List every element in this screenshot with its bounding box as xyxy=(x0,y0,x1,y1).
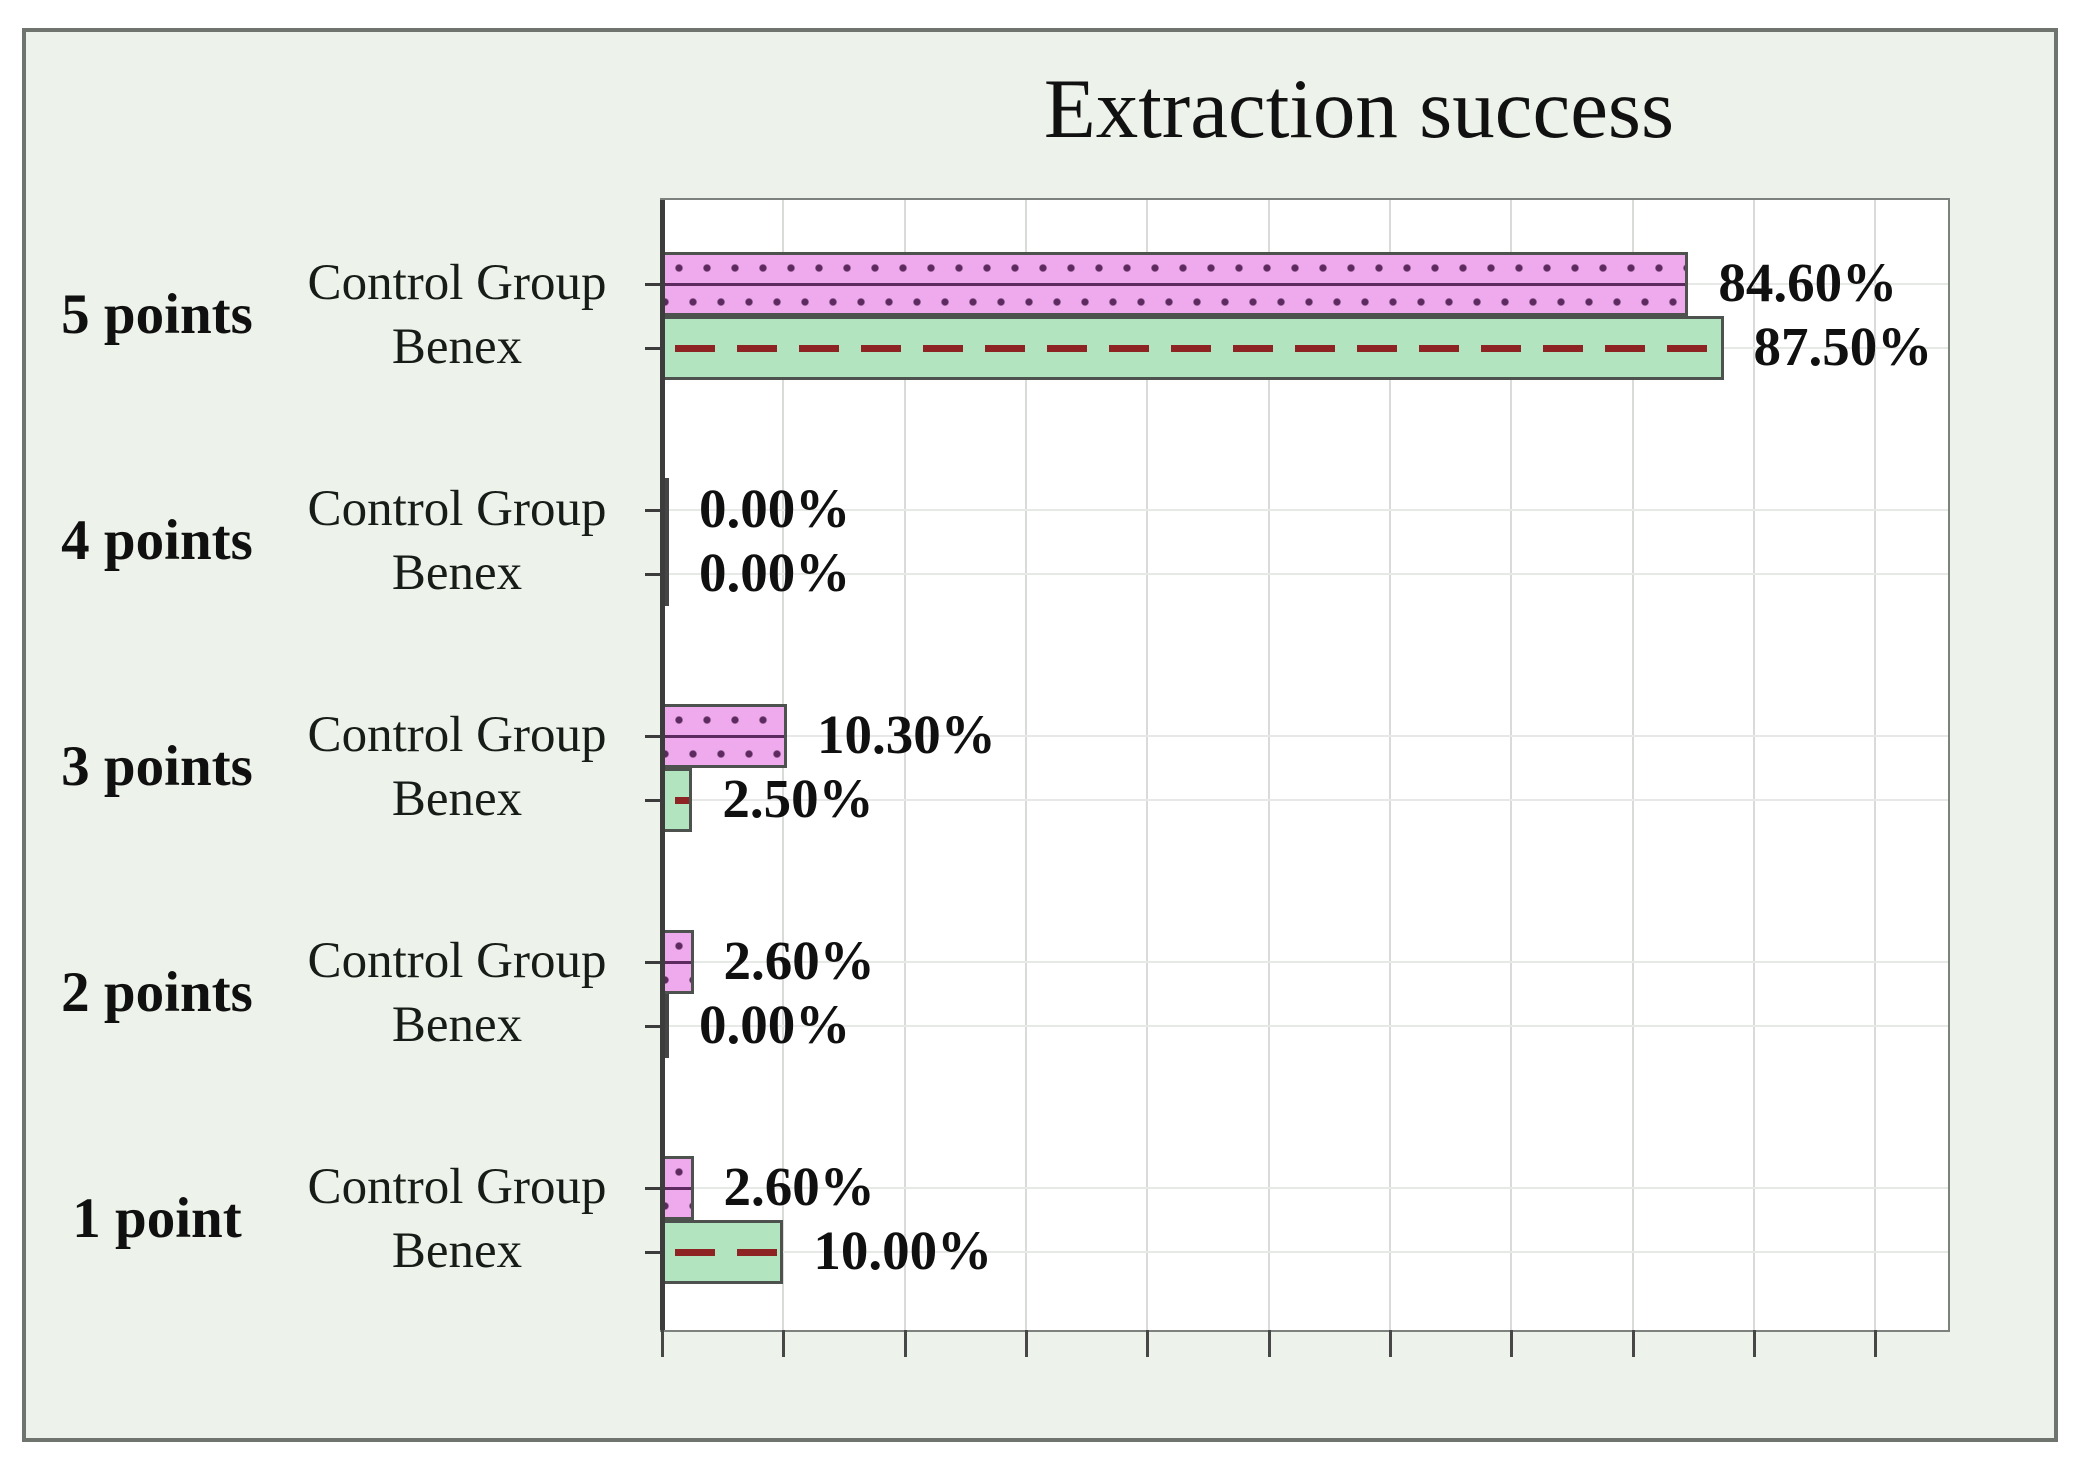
x-axis-tick xyxy=(1631,1330,1635,1357)
x-axis-tick xyxy=(1388,1330,1392,1357)
category-axis-tick xyxy=(645,1186,665,1190)
value-label: 2.50% xyxy=(722,768,874,830)
series-label: Control Group xyxy=(307,254,607,311)
value-label: 84.60% xyxy=(1718,252,1898,314)
x-gridline xyxy=(903,200,906,1330)
category-axis-tick xyxy=(645,282,665,286)
series-label: Control Group xyxy=(307,480,607,537)
bar-control-group xyxy=(662,478,669,542)
category-axis-tick xyxy=(645,734,665,738)
plot-area: 84.60% Control Group 87.50% Benex 5 points 0.… xyxy=(61,198,1950,1357)
bar-control-group xyxy=(662,252,1689,316)
x-axis-tick xyxy=(903,1330,907,1357)
series-label: Control Group xyxy=(307,706,607,763)
x-axis-tick xyxy=(1267,1330,1271,1357)
row-gridline xyxy=(662,961,1948,963)
bar-control-group xyxy=(662,930,694,994)
bar-benex xyxy=(662,542,669,606)
bar-benex xyxy=(662,994,669,1058)
x-gridline xyxy=(1631,200,1634,1330)
category-axis-tick xyxy=(645,572,665,576)
value-label: 10.30% xyxy=(816,704,996,766)
x-axis-tick xyxy=(782,1330,786,1357)
value-label: 2.60% xyxy=(723,930,875,992)
x-axis-tick xyxy=(1146,1330,1150,1357)
category-label: 5 points xyxy=(61,283,253,347)
row-gridline xyxy=(662,1187,1948,1189)
category-axis-tick xyxy=(645,1250,665,1254)
y-axis-line xyxy=(660,200,665,1330)
category-label: 1 point xyxy=(72,1187,242,1251)
row-gridline xyxy=(662,573,1948,575)
x-gridline xyxy=(1388,200,1391,1330)
row-gridline xyxy=(662,799,1948,801)
series-label: Control Group xyxy=(307,932,607,989)
x-gridline xyxy=(1752,200,1755,1330)
x-axis-tick xyxy=(1510,1330,1514,1357)
category-label: 2 points xyxy=(61,961,253,1025)
value-label: 0.00% xyxy=(699,542,851,604)
category-label: 3 points xyxy=(61,735,253,799)
category-axis-tick xyxy=(645,960,665,964)
value-label: 87.50% xyxy=(1753,316,1933,378)
bar-control-group xyxy=(662,1156,694,1220)
bar-benex xyxy=(662,316,1724,380)
series-label: Benex xyxy=(391,544,523,601)
series-label: Benex xyxy=(391,1222,523,1279)
category-label: 4 points xyxy=(61,509,253,573)
row-gridline xyxy=(662,1025,1948,1027)
value-label: 0.00% xyxy=(699,478,851,540)
x-axis-tick xyxy=(661,1330,664,1357)
x-axis-tick xyxy=(1752,1330,1756,1357)
bar-benex xyxy=(662,1220,784,1284)
chart-title: Extraction success xyxy=(1043,62,1675,156)
x-gridline xyxy=(1510,200,1513,1330)
x-gridline xyxy=(1874,200,1877,1330)
x-axis-tick xyxy=(1874,1330,1878,1357)
bar-benex xyxy=(662,768,693,832)
bar-control-group xyxy=(662,704,787,768)
series-label: Benex xyxy=(391,770,523,827)
x-gridline xyxy=(1146,200,1149,1330)
chart-frame: Extraction success 84.60% Control Group 87… xyxy=(22,28,2058,1442)
series-label: Benex xyxy=(391,318,523,375)
value-label: 0.00% xyxy=(699,994,851,1056)
x-gridline xyxy=(1024,200,1027,1330)
x-axis-tick xyxy=(1024,1330,1028,1357)
row-gridline xyxy=(662,1251,1948,1253)
series-label: Benex xyxy=(391,996,523,1053)
value-label: 10.00% xyxy=(813,1220,993,1282)
value-label: 2.60% xyxy=(723,1156,875,1218)
row-gridline xyxy=(662,735,1948,737)
series-label: Control Group xyxy=(307,1158,607,1215)
category-axis-tick xyxy=(645,798,665,802)
category-axis-tick xyxy=(645,1024,665,1028)
category-axis-tick xyxy=(645,346,665,350)
x-gridline xyxy=(1267,200,1270,1330)
category-axis-tick xyxy=(645,508,665,512)
row-gridline xyxy=(662,509,1948,511)
